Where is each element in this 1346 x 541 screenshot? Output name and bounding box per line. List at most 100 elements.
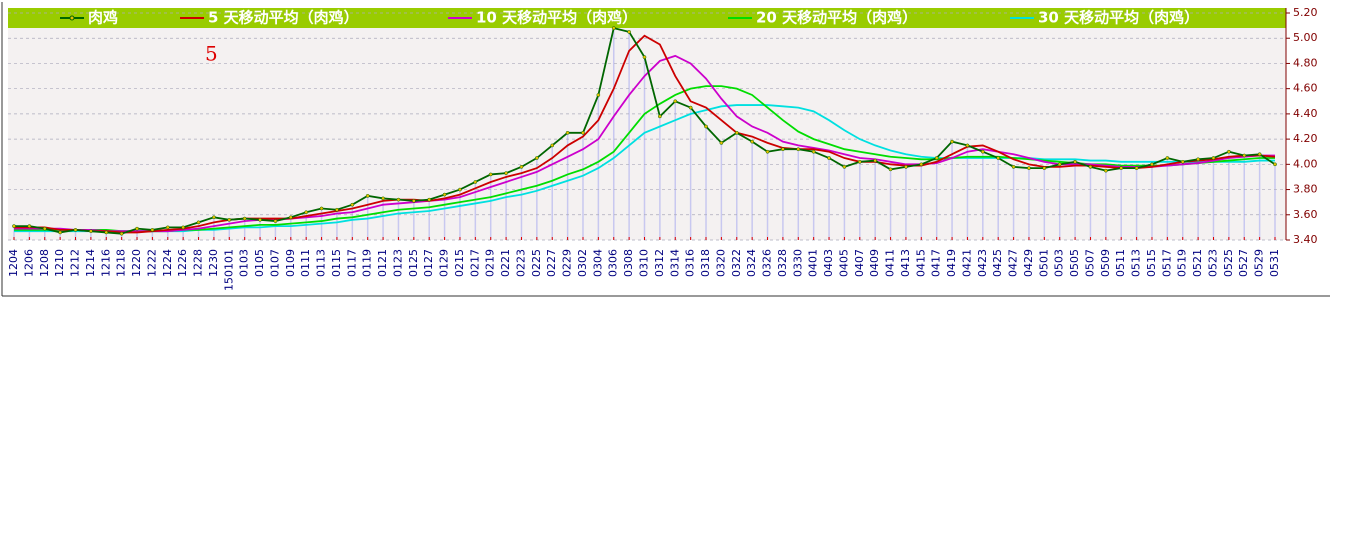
x-tick-label: 0531 (1268, 249, 1281, 277)
x-tick-label: 0223 (514, 249, 527, 277)
point (319, 206, 324, 211)
x-tick-label: 1226 (176, 249, 189, 277)
x-tick-label: 0310 (638, 249, 651, 277)
x-tick-label: 0405 (837, 249, 850, 277)
x-tick-label: 0326 (761, 249, 774, 277)
y-tick-label: 4.80 (1293, 56, 1318, 69)
point (242, 216, 247, 221)
x-tick-label: 0505 (1068, 249, 1081, 277)
point (1273, 162, 1277, 167)
x-tick-label: 0527 (1237, 249, 1250, 277)
x-tick-label: 0409 (868, 249, 881, 277)
x-tick-label: 1222 (145, 249, 158, 277)
x-tick-label: 0417 (930, 249, 943, 277)
x-tick-label: 0421 (960, 249, 973, 277)
point (442, 192, 447, 197)
point (304, 210, 309, 215)
x-tick-label: 0521 (1191, 249, 1204, 277)
point (1042, 166, 1047, 170)
point (934, 156, 939, 160)
point (150, 228, 155, 232)
point (396, 197, 401, 202)
point (627, 30, 631, 34)
point (458, 187, 462, 192)
point (227, 217, 232, 222)
x-tick-label: 0308 (622, 249, 635, 277)
series-line (14, 34, 1276, 234)
point (27, 224, 32, 228)
x-tick-label: 0503 (1053, 249, 1066, 277)
x-tick-label: 0401 (807, 249, 820, 277)
point (165, 225, 170, 230)
point (550, 143, 555, 148)
point (919, 162, 924, 167)
x-tick-label: 1230 (207, 249, 220, 277)
point (181, 225, 186, 230)
point (1180, 159, 1185, 164)
point (673, 99, 678, 104)
x-tick-label: 0403 (822, 249, 835, 277)
x-tick-label: 0125 (407, 249, 420, 277)
y-tick-label: 3.80 (1293, 183, 1318, 196)
point (1211, 156, 1216, 160)
legend-label: 30 天移动平均（肉鸡） (1038, 9, 1199, 27)
point (596, 93, 601, 97)
x-tick-label: 0413 (899, 249, 912, 277)
point (888, 167, 893, 172)
x-tick-label: 0419 (945, 249, 958, 277)
point (365, 194, 370, 198)
x-tick-label: 0525 (1222, 249, 1235, 277)
x-tick-label: 0427 (1007, 249, 1020, 277)
point (611, 26, 616, 30)
point (581, 130, 585, 135)
point (1227, 149, 1231, 154)
x-tick-label: 0411 (884, 249, 897, 277)
x-tick-label: 0105 (253, 249, 266, 277)
point (288, 215, 293, 220)
y-tick-label: 3.40 (1293, 233, 1318, 246)
x-tick-label: 0509 (1099, 249, 1112, 277)
y-tick-label: 4.20 (1293, 132, 1318, 145)
point (104, 230, 109, 235)
point (135, 226, 139, 231)
x-tick-label: 0302 (576, 249, 589, 277)
legend-label: 20 天移动平均（肉鸡） (756, 9, 917, 27)
y-tick-label: 5.00 (1293, 31, 1318, 44)
x-tick-label: 1228 (192, 249, 205, 277)
x-tick-label: 0123 (391, 249, 404, 277)
x-tick-label: 0314 (668, 249, 681, 277)
x-tick-label: 0127 (422, 249, 435, 277)
point (258, 217, 262, 222)
bars (13, 28, 1276, 240)
point (996, 156, 1001, 160)
lines (12, 26, 1277, 236)
point (488, 172, 493, 177)
x-tick-label: 0316 (684, 249, 697, 277)
y-tick-label: 5.20 (1293, 6, 1318, 19)
point (335, 207, 339, 212)
x-tick-label: 0415 (914, 249, 927, 277)
point (1165, 156, 1170, 160)
x-tick-label: 1208 (38, 249, 51, 277)
point (1134, 166, 1139, 170)
x-tick-label: 0519 (1176, 249, 1189, 277)
x-tick-label: 0113 (315, 249, 328, 277)
x-tick-label: 0227 (545, 249, 558, 277)
x-tick-label: 0312 (653, 249, 666, 277)
point (719, 141, 724, 145)
legend-label: 10 天移动平均（肉鸡） (476, 9, 637, 27)
point (811, 149, 816, 154)
x-tick-label: 0320 (714, 249, 727, 277)
y-tick-label: 4.60 (1293, 82, 1318, 95)
x-tick-label: 0407 (853, 249, 866, 277)
point (473, 180, 478, 184)
x-tick-label: 0517 (1160, 249, 1173, 277)
x-tick-label: 1210 (53, 249, 66, 277)
point (350, 202, 355, 207)
x-tick-label: 0501 (1037, 249, 1050, 277)
x-tick-label: 0515 (1145, 249, 1158, 277)
point (950, 139, 954, 144)
annotation: 5 (205, 42, 218, 66)
point (12, 224, 16, 228)
x-tick-label: 0328 (776, 249, 789, 277)
